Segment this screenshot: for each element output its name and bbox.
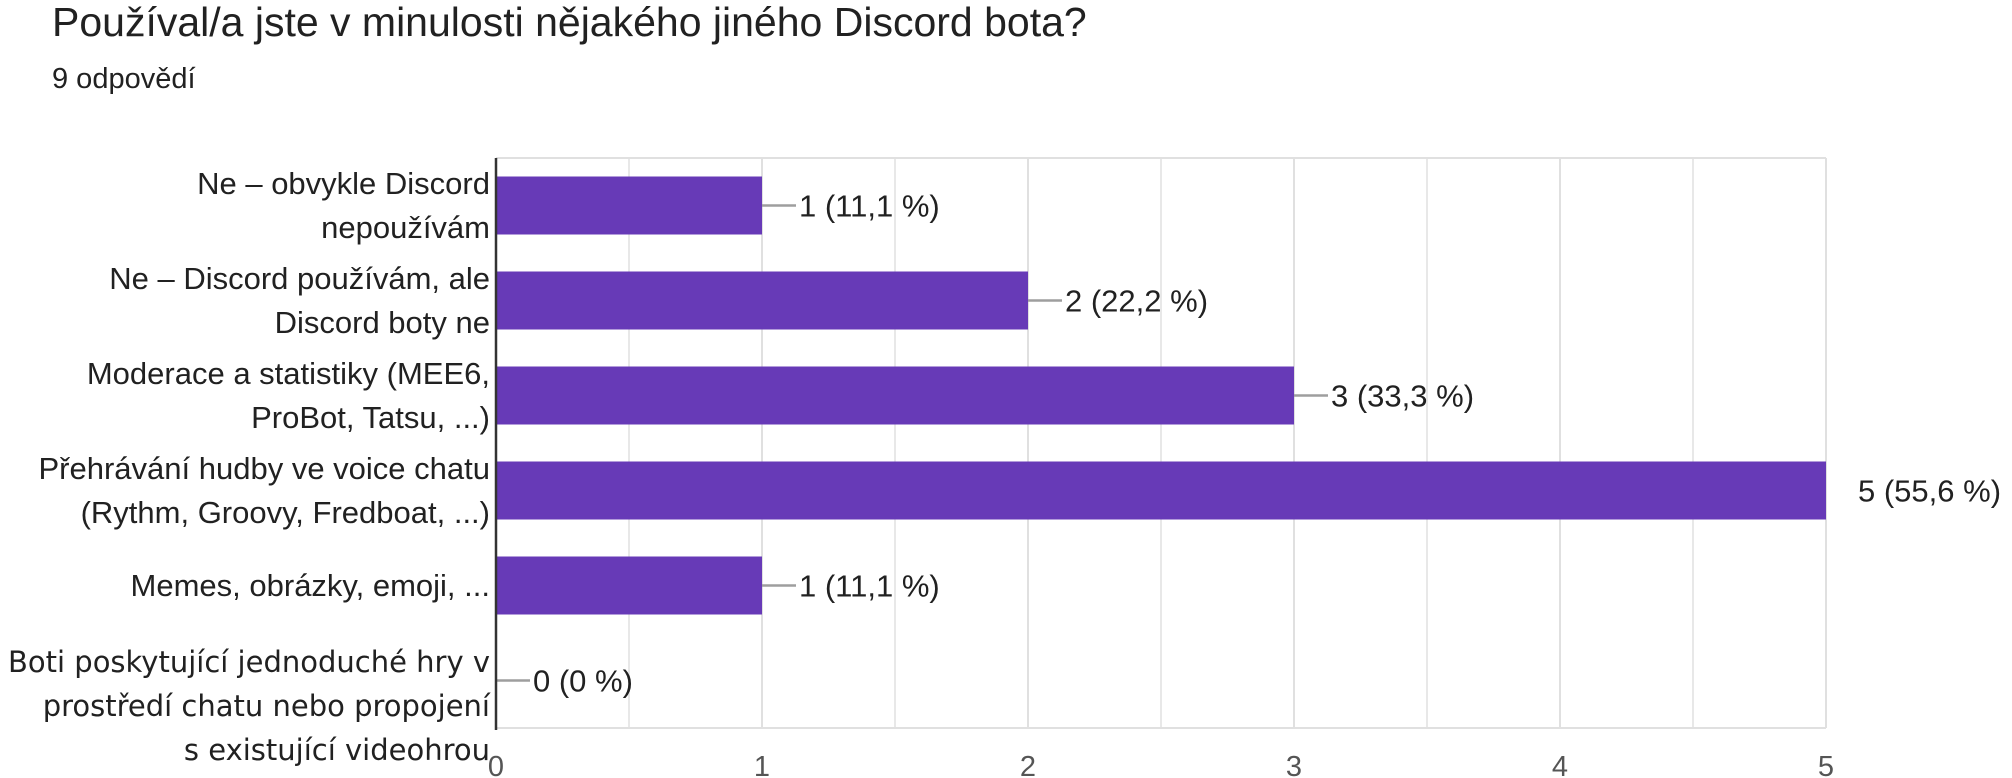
- category-label-line: ProBot, Tatsu, ...): [251, 399, 490, 435]
- x-tick-label: 3: [1286, 751, 1302, 778]
- data-label: 1 (11,1 %): [799, 569, 940, 604]
- category-label: Boti poskytující jednoduché hry v prostře…: [8, 640, 490, 772]
- category-label: Ne – Discord používám, ale Discord boty n…: [109, 257, 490, 345]
- category-label-line: s existující videohrou: [183, 733, 490, 767]
- data-label: 2 (22,2 %): [1065, 284, 1208, 319]
- category-label: Memes, obrázky, emoji, ...: [131, 564, 490, 608]
- category-label-line: (Rythm, Groovy, Fredboat, ...): [80, 494, 490, 530]
- bar: [496, 366, 1294, 425]
- data-label: 3 (33,3 %): [1331, 379, 1474, 414]
- bar: [496, 556, 762, 615]
- x-tick-label: 1: [754, 751, 770, 778]
- data-label: 5 (55,6 %): [1858, 474, 2001, 509]
- bar: [496, 271, 1028, 330]
- category-label-line: Discord boty ne: [274, 304, 490, 340]
- category-label-line: Přehrávání hudby ve voice chatu: [38, 450, 491, 486]
- category-label-line: Boti poskytující jednoduché hry v: [8, 645, 490, 679]
- category-label-line: Ne – Discord používám, ale: [109, 260, 490, 296]
- category-label-line: Ne – obvykle Discord: [197, 165, 490, 201]
- x-tick-label: 2: [1020, 751, 1036, 778]
- category-label: Přehrávání hudby ve voice chatu (Rythm, G…: [39, 447, 491, 535]
- chart-title: Používal/a jste v minulosti nějakého jin…: [52, 0, 1087, 45]
- category-label-line: Moderace a statistiky (MEE6,: [86, 355, 490, 391]
- category-label: Ne – obvykle Discord nepoužívám: [197, 162, 490, 250]
- category-label-line: prostředí chatu nebo propojení: [42, 689, 490, 723]
- x-tick-label: 5: [1818, 751, 1834, 778]
- response-count: 9 odpovědí: [52, 63, 196, 95]
- category-label-line: Memes, obrázky, emoji, ...: [130, 567, 490, 603]
- bar: [496, 176, 762, 235]
- category-label: Moderace a statistiky (MEE6, ProBot, Tats…: [87, 352, 490, 440]
- x-tick-label: 4: [1552, 751, 1568, 778]
- bar: [496, 461, 1826, 520]
- data-label: 0 (0 %): [533, 664, 633, 699]
- data-label: 1 (11,1 %): [799, 189, 940, 224]
- x-tick-label: 0: [488, 751, 504, 778]
- category-label-line: nepoužívám: [321, 209, 490, 245]
